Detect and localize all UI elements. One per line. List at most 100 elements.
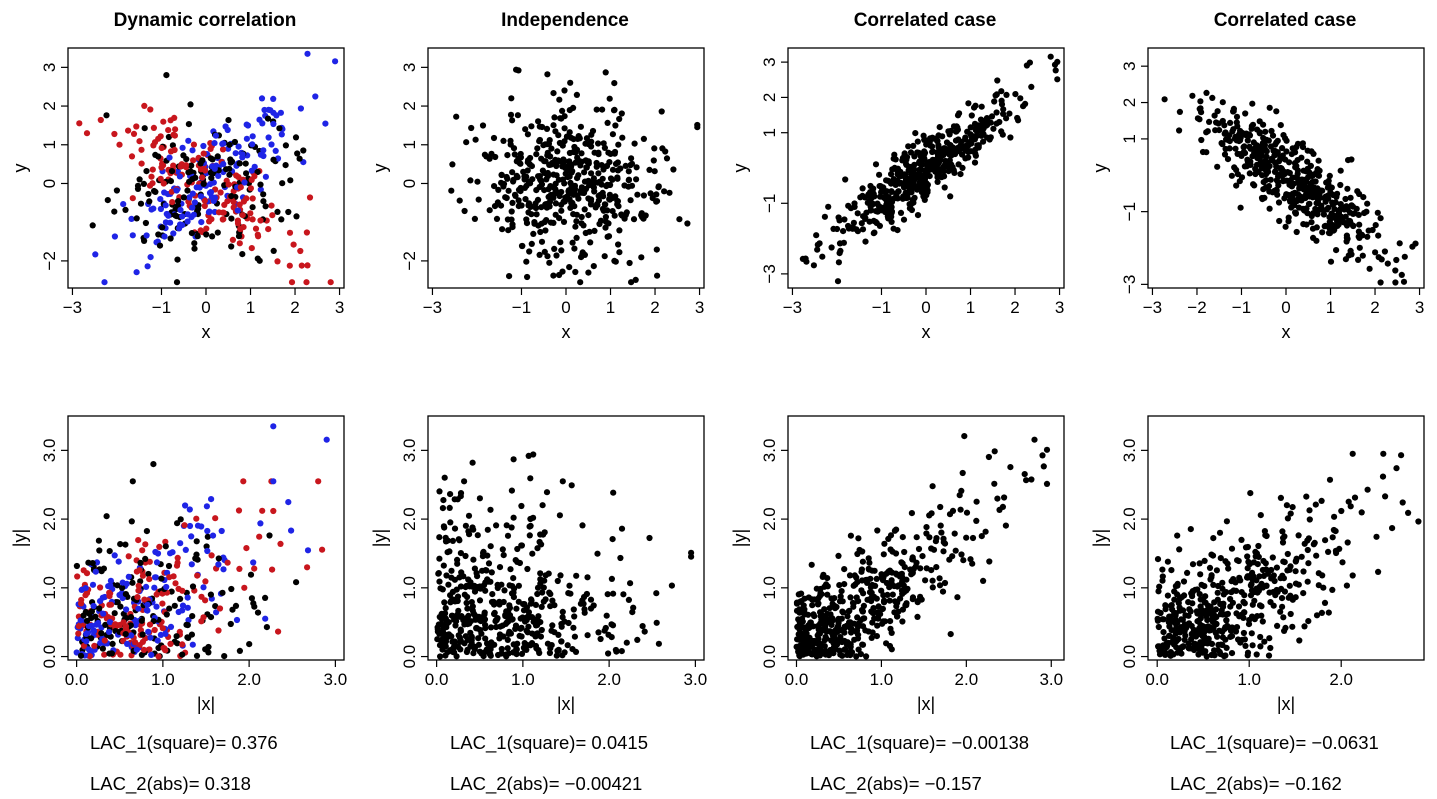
panel-2-data-point [639, 213, 646, 221]
panel-4-data-point [1197, 98, 1204, 105]
panel-3-data-point [909, 197, 916, 204]
panel-7-data-point [914, 613, 921, 621]
panel-4-data-point [1260, 179, 1267, 186]
panel-6-data-point [510, 589, 517, 596]
panel-6-data-point [436, 534, 443, 541]
panel-3-data-point [952, 137, 960, 144]
panel-4-data-point [1346, 218, 1354, 225]
panel-3-data-point [934, 178, 941, 185]
panel-5-data-point [89, 560, 96, 567]
panel-6-data-point [538, 603, 545, 611]
panel-7-data-point [912, 563, 920, 570]
panel-1-data-point [173, 187, 180, 194]
panel-4-data-point [1359, 252, 1366, 259]
panel-5-data-point [163, 583, 170, 591]
panel-6-data-point [464, 593, 471, 601]
panel-2-data-point [585, 140, 592, 148]
panel-5-x-tick-label: 0.0 [65, 670, 89, 689]
panel-2-data-point [558, 115, 565, 122]
panel-2-data-point [572, 223, 579, 230]
panel-6-data-point [597, 635, 604, 643]
panel-3-data-point [912, 130, 919, 137]
panel-5-data-point [101, 651, 108, 658]
panel-5-data-point [129, 478, 136, 485]
panel-6-data-point [655, 640, 663, 647]
panel-6-data-point [581, 593, 588, 601]
panel-5-data-point [288, 527, 295, 534]
panel-8-data-point [1229, 599, 1236, 606]
panel-4-data-point [1294, 140, 1302, 147]
panel-8-data-point [1222, 558, 1229, 565]
panel-7-data-point [936, 582, 944, 589]
panel-1-data-point [149, 180, 156, 187]
panel-1-data-point [174, 256, 181, 263]
panel-5-data-point [106, 593, 113, 600]
panel-2-data-point [587, 239, 594, 246]
panel-4-data-point [1214, 108, 1221, 115]
panel-1-data-point [150, 124, 157, 131]
panel-4-data-point [1296, 194, 1303, 201]
panel-1-data-point [292, 134, 300, 141]
panel-1-data-point [165, 127, 172, 134]
panel-1-data-point [185, 137, 192, 144]
panel-8-data-point [1166, 623, 1173, 630]
panel-5-data-point [215, 561, 222, 568]
panel-3-data-point [858, 220, 865, 227]
panel-1-data-point [231, 138, 238, 146]
panel-5-data-point [202, 578, 209, 585]
panel-2-y-tick-label: 2 [400, 101, 419, 110]
panel-8-data-point [1257, 643, 1264, 650]
panel-5-data-point [193, 515, 200, 522]
panel-2-data-point [632, 276, 639, 283]
panel-3-data-point [910, 142, 917, 149]
panel-1-data-point [273, 112, 280, 119]
panel-3-data-point [870, 230, 877, 237]
panel-1-data-point [255, 233, 262, 240]
panel-2-data-point [616, 249, 623, 256]
panel-8-data-point [1303, 493, 1310, 500]
panel-1-y-axis-label: y [10, 164, 30, 173]
panel-3-data-point [996, 118, 1003, 126]
panel-2-data-point [611, 80, 618, 87]
panel-4-data-point [1291, 189, 1298, 196]
panel-7-data-point [841, 624, 849, 631]
panel-5-data-point [228, 585, 235, 593]
panel-4-data-point [1325, 177, 1332, 184]
panel-4-data-point [1337, 181, 1344, 189]
panel-2-data-point [625, 176, 633, 183]
panel-4-data-point [1262, 184, 1269, 191]
panel-5-data-point [146, 558, 153, 565]
panel-6-data-point [508, 487, 515, 494]
panel-3-data-point [994, 77, 1001, 84]
panel-4-data-point [1318, 206, 1325, 213]
panel-6-data-point [465, 612, 472, 620]
panel-4-data-point [1315, 172, 1322, 179]
panel-3-y-tick-label: 3 [760, 57, 779, 66]
panel-3-data-point [825, 203, 832, 210]
panel-2-data-point [570, 136, 577, 143]
panel-7-data-point [922, 577, 929, 584]
panel-5-data-point [86, 653, 93, 660]
panel-8-data-point [1206, 627, 1213, 634]
panel-2-data-point [618, 211, 625, 218]
panel-5-x-axis-label: |x| [197, 694, 215, 714]
panel-5-data-point [212, 603, 219, 610]
panel-2-data-point [604, 207, 611, 214]
panel-5-data-point [123, 606, 130, 613]
panel-6-data-point [476, 495, 483, 502]
panel-5-data-point [241, 584, 248, 591]
panel-2-data-point [506, 273, 513, 280]
panel-4-data-point [1215, 120, 1222, 127]
panel-7-data-point [819, 573, 826, 581]
panel-2-data-point [684, 220, 691, 227]
panel-4-data-point [1327, 222, 1334, 229]
panel-1-data-point [133, 269, 140, 276]
panel-2-data-point [561, 125, 568, 132]
panel-3-data-point [901, 183, 908, 190]
panel-5-data-point [96, 605, 103, 612]
panel-4-data-point [1161, 96, 1168, 103]
panel-2-data-point [611, 148, 619, 156]
panel-5-data-point [83, 570, 91, 577]
panel-4-data-point [1282, 156, 1289, 163]
panel-3-data-point [968, 133, 975, 140]
